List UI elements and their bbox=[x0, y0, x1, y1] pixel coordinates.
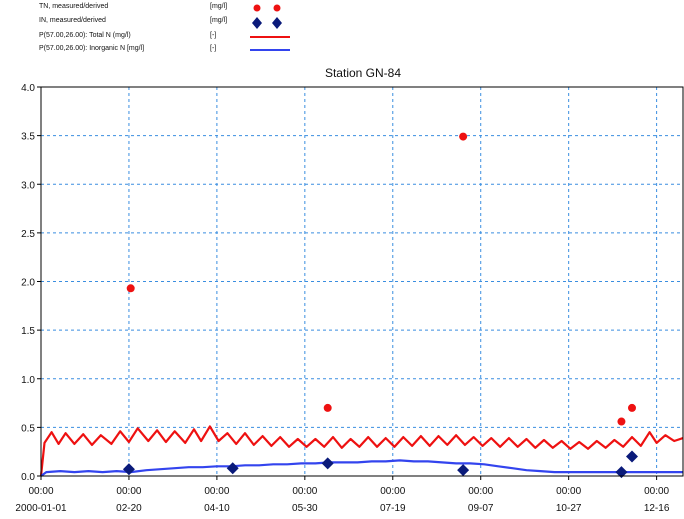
legend-label: P(57.00,26.00): Inorganic N [mg/l] bbox=[39, 45, 145, 52]
grid bbox=[41, 87, 683, 476]
y-tick-label: 0.5 bbox=[21, 423, 35, 434]
tn-measured-point bbox=[126, 284, 135, 293]
tn-measured-point bbox=[627, 403, 636, 412]
x-tick-date-label: 05-30 bbox=[292, 503, 318, 514]
y-tick-label: 0.0 bbox=[21, 472, 35, 483]
tn-measured-point bbox=[323, 403, 332, 412]
x-tick-time-label: 00:00 bbox=[28, 486, 53, 497]
x-tick-time-label: 00:00 bbox=[556, 486, 581, 497]
x-axis: 00:00 2000-01-01 00:00 02-20 00:00 04-10 00:00… bbox=[15, 476, 670, 514]
y-tick-label: 1.0 bbox=[21, 375, 35, 386]
legend-marker-blue-line bbox=[250, 49, 290, 51]
legend-label: TN, measured/derived bbox=[39, 3, 109, 10]
y-tick-label: 1.5 bbox=[21, 326, 35, 337]
y-tick-label: 3.0 bbox=[21, 180, 35, 191]
x-tick-time-label: 00:00 bbox=[644, 486, 669, 497]
legend-marker-blue-diamonds bbox=[252, 17, 282, 29]
y-axis: 0.0 0.5 1.0 1.5 2.0 2.5 3.0 3.5 4.0 bbox=[21, 83, 41, 483]
y-tick-label: 2.0 bbox=[21, 278, 35, 289]
x-tick-date-label: 07-19 bbox=[380, 503, 406, 514]
x-tick-date-label: 12-16 bbox=[644, 503, 670, 514]
x-tick-date-label: 2000-01-01 bbox=[15, 503, 67, 514]
legend-label: P(57.00,26.00): Total N (mg/l) bbox=[39, 32, 131, 39]
legend: TN, measured/derived [mg/l] IN, measured… bbox=[0, 0, 684, 70]
y-tick-label: 2.5 bbox=[21, 229, 35, 240]
x-tick-date-label: 04-10 bbox=[204, 503, 230, 514]
in-measured-point bbox=[615, 466, 628, 479]
x-tick-date-label: 09-07 bbox=[468, 503, 494, 514]
legend-label: IN, measured/derived bbox=[39, 17, 106, 24]
x-tick-time-label: 00:00 bbox=[468, 486, 493, 497]
chart-station-gn-84: Station GN-84 0.0 0.5 1.0 1.5 2.0 2.5 3.0 3.5 4.… bbox=[15, 66, 684, 514]
chart-title: Station GN-84 bbox=[325, 66, 401, 80]
in-measured-point bbox=[122, 463, 135, 476]
legend-marker-red-circles bbox=[253, 4, 281, 12]
series-line-2 bbox=[39, 425, 684, 477]
in-measured-point bbox=[625, 450, 638, 463]
y-tick-label: 4.0 bbox=[21, 83, 35, 94]
legend-unit: [-] bbox=[210, 32, 217, 39]
x-tick-time-label: 00:00 bbox=[116, 486, 141, 497]
y-tick-label: 3.5 bbox=[21, 132, 35, 143]
legend-unit: [mg/l] bbox=[210, 17, 228, 24]
x-tick-time-label: 00:00 bbox=[380, 486, 405, 497]
in-measured-point bbox=[226, 462, 239, 475]
series-line-3 bbox=[40, 459, 683, 477]
legend-unit: [-] bbox=[210, 45, 217, 52]
series-lines bbox=[39, 425, 684, 477]
in-measured-point bbox=[457, 464, 470, 477]
tn-measured-point bbox=[459, 132, 468, 141]
x-tick-time-label: 00:00 bbox=[204, 486, 229, 497]
legend-marker-red-line bbox=[250, 36, 290, 38]
x-tick-time-label: 00:00 bbox=[292, 486, 317, 497]
legend-unit: [mg/l] bbox=[210, 3, 228, 10]
series-markers bbox=[122, 132, 638, 479]
x-tick-date-label: 02-20 bbox=[116, 503, 142, 514]
tn-measured-point bbox=[617, 417, 626, 426]
in-measured-point bbox=[321, 457, 334, 470]
x-tick-date-label: 10-27 bbox=[556, 503, 582, 514]
